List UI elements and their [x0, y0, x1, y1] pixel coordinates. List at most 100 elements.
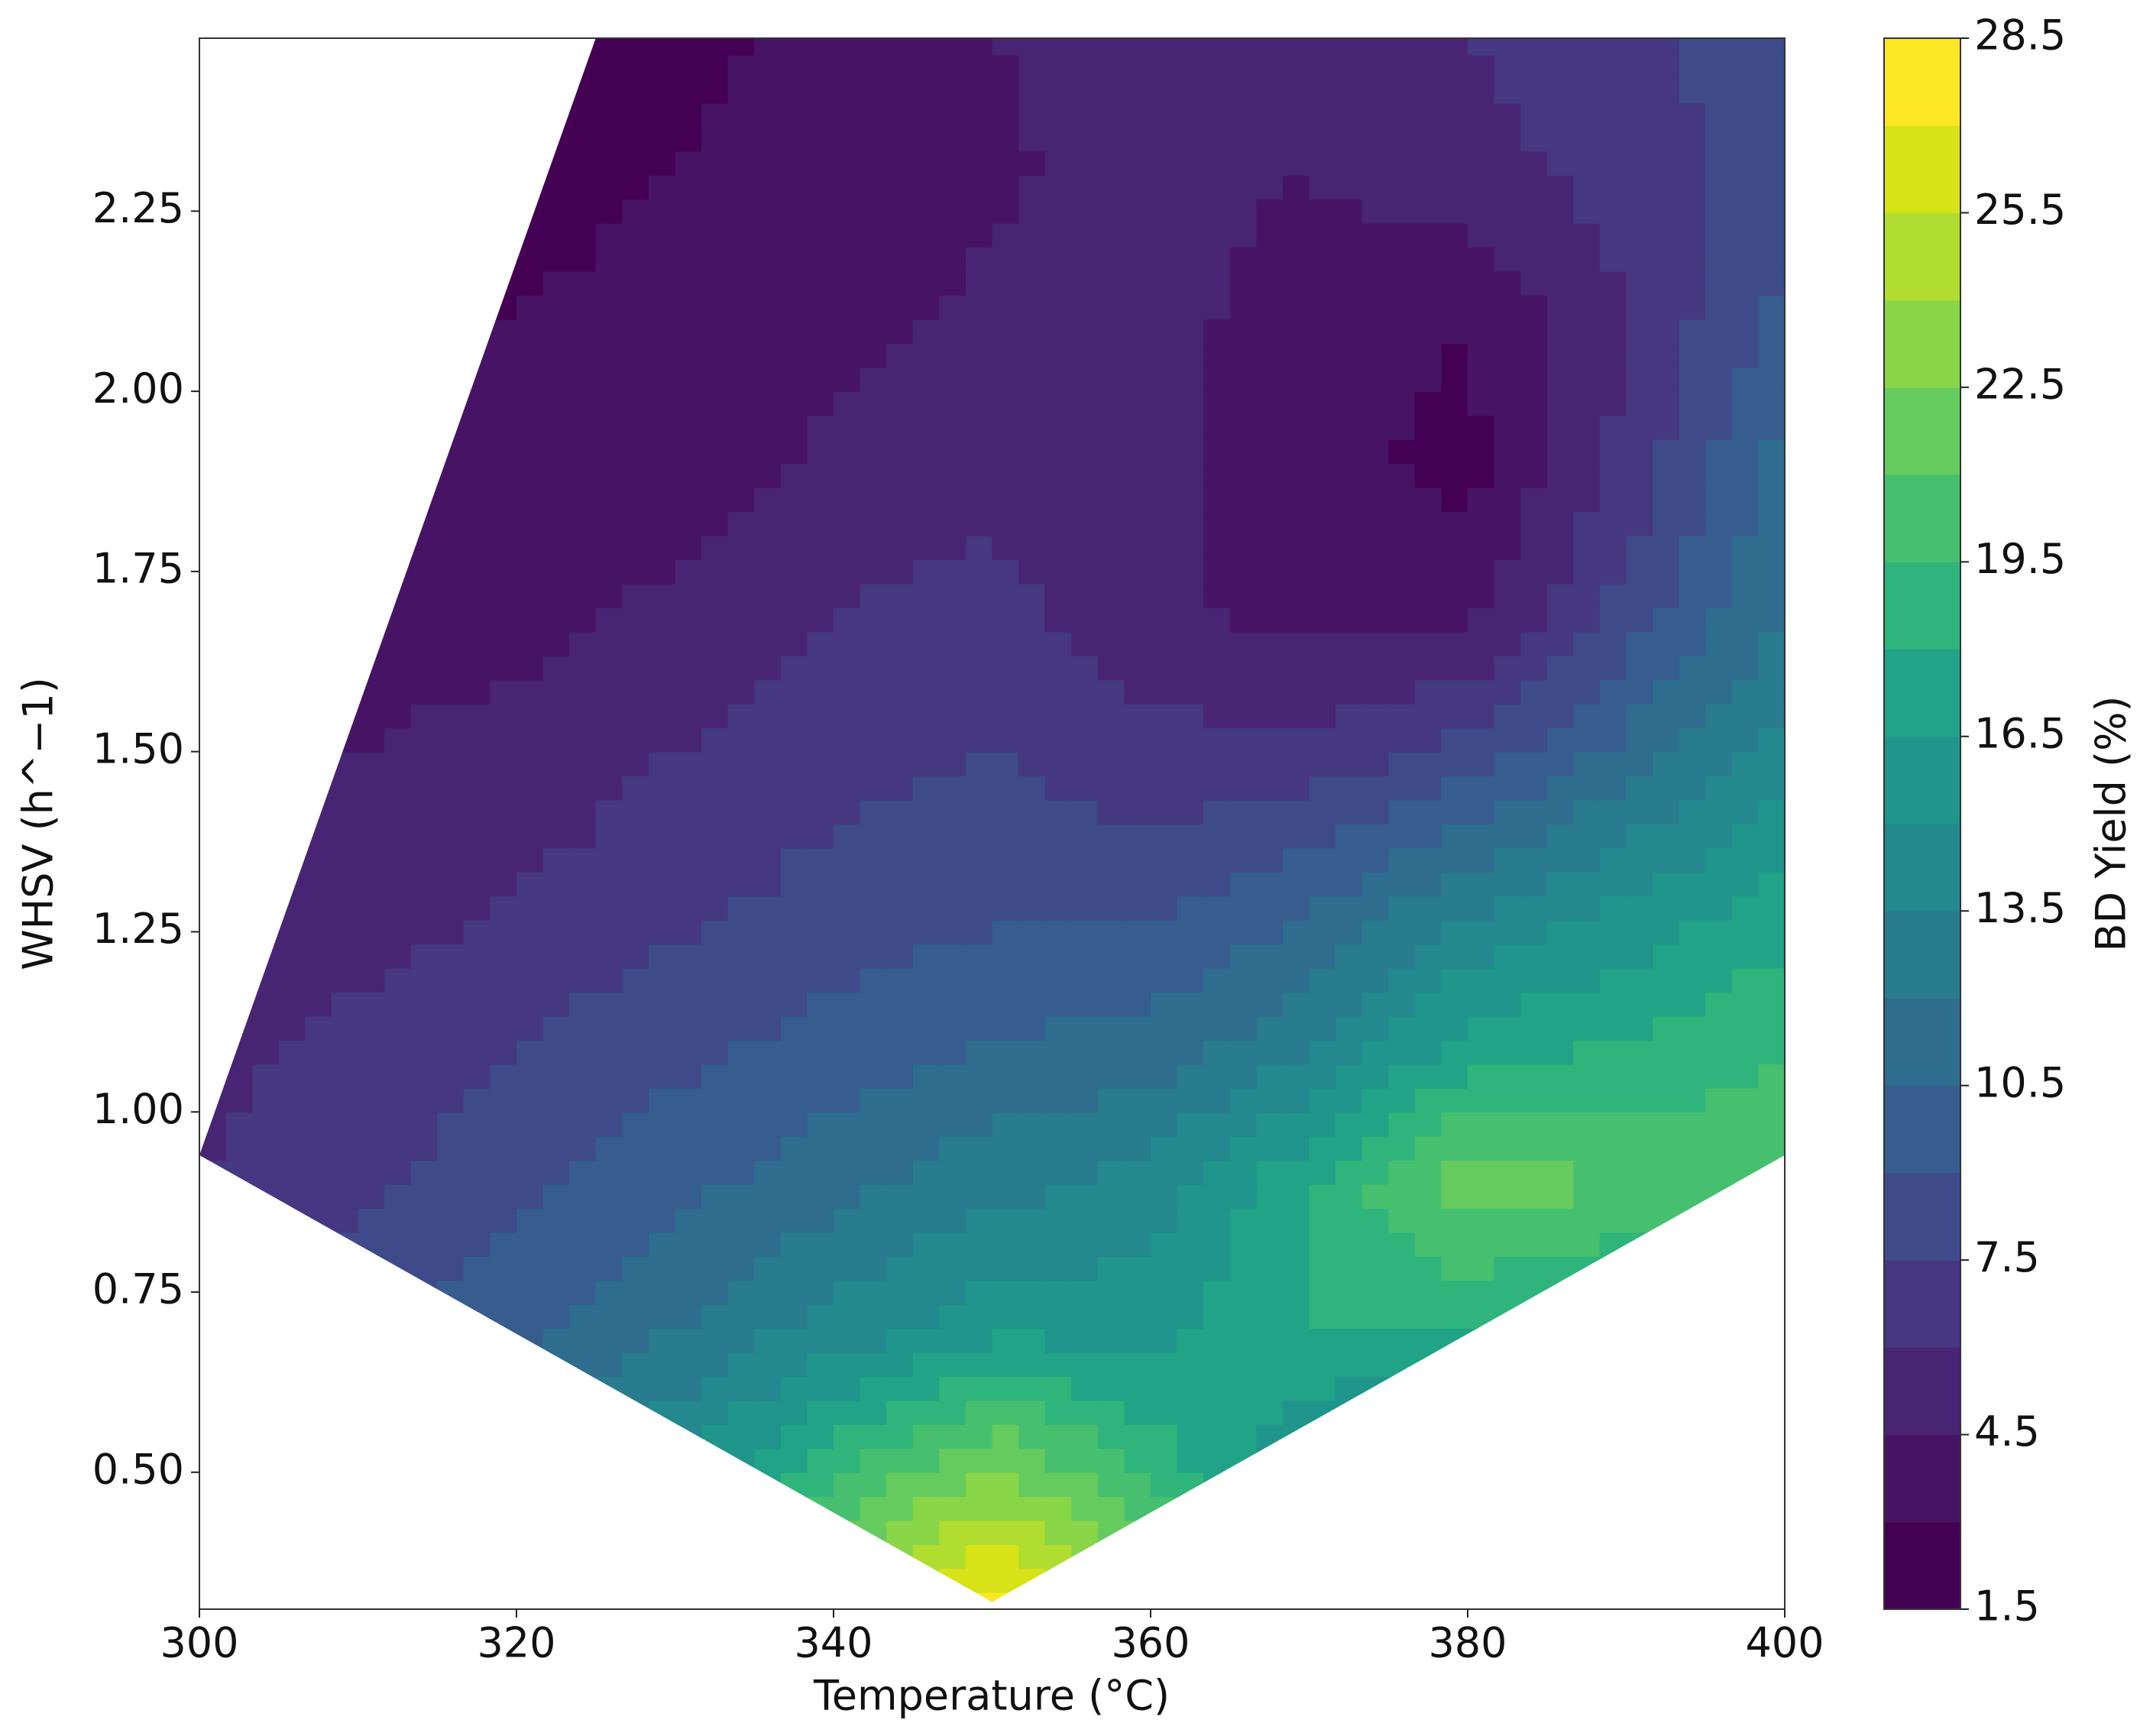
contour-cell	[199, 1232, 227, 1257]
contour-cell	[1705, 1376, 1733, 1401]
contour-cell	[542, 1568, 570, 1593]
contour-cell	[1177, 776, 1204, 801]
contour-cell	[1229, 967, 1258, 993]
contour-cell	[939, 1135, 966, 1161]
contour-cell	[1203, 127, 1231, 152]
contour-cell	[384, 1207, 412, 1233]
contour-cell	[595, 967, 623, 993]
contour-cell	[1071, 751, 1099, 776]
contour-cell	[1468, 1496, 1495, 1521]
contour-cell	[1573, 247, 1601, 272]
contour-cell	[595, 343, 623, 368]
contour-cell	[384, 967, 412, 993]
contour-cell	[1414, 944, 1442, 969]
contour-cell	[939, 896, 966, 921]
contour-cell	[807, 992, 834, 1017]
contour-cell	[1705, 919, 1733, 944]
contour-cell	[1203, 824, 1231, 849]
contour-cell	[807, 175, 834, 200]
contour-cell	[1044, 1087, 1073, 1113]
contour-cell	[410, 102, 439, 128]
contour-cell	[701, 559, 729, 585]
contour-cell	[939, 1328, 966, 1353]
contour-cell	[1071, 1472, 1099, 1498]
contour-cell	[648, 55, 676, 80]
contour-cell	[1494, 967, 1521, 993]
contour-cell	[358, 583, 385, 608]
contour-cell	[1177, 1328, 1204, 1353]
contour-cell	[410, 1087, 439, 1113]
contour-cell	[727, 1472, 756, 1498]
contour-cell	[1626, 1352, 1653, 1377]
contour-cell	[1388, 583, 1416, 608]
contour-cell	[807, 102, 834, 128]
contour-cell	[384, 1472, 412, 1498]
contour-cell	[1097, 1448, 1125, 1473]
contour-cell	[1388, 391, 1416, 416]
contour-cell	[1151, 55, 1178, 80]
contour-cell	[992, 583, 1019, 608]
contour-cell	[1546, 1352, 1575, 1377]
contour-cell	[1124, 463, 1151, 488]
contour-cell	[305, 992, 332, 1017]
contour-cell	[886, 1448, 914, 1473]
contour-cell	[622, 871, 649, 897]
contour-cell	[1282, 1255, 1310, 1281]
contour-cell	[727, 1520, 756, 1545]
contour-cell	[912, 463, 941, 488]
contour-cell	[331, 871, 359, 897]
contour-cell	[1679, 1472, 1707, 1498]
contour-cell	[1731, 1112, 1760, 1137]
contour-cell	[199, 487, 227, 513]
contour-cell	[1626, 1423, 1653, 1449]
contour-cell	[1679, 1520, 1707, 1545]
contour-cell	[965, 270, 993, 296]
contour-cell	[834, 799, 861, 824]
contour-cell	[384, 319, 412, 345]
contour-cell	[622, 1160, 649, 1185]
contour-cell	[1758, 319, 1785, 345]
contour-cell	[780, 967, 808, 993]
contour-cell	[1097, 535, 1125, 560]
contour-cell	[780, 919, 808, 944]
contour-cell	[1282, 1448, 1310, 1473]
contour-cell	[1520, 1328, 1548, 1353]
contour-cell	[754, 1472, 782, 1498]
contour-cell	[1653, 463, 1680, 488]
contour-cell	[780, 38, 808, 56]
contour-cell	[516, 511, 544, 536]
contour-cell	[358, 847, 385, 873]
contour-cell	[1414, 1255, 1442, 1281]
contour-cell	[1388, 1015, 1416, 1041]
contour-cell	[1653, 727, 1680, 753]
contour-cell	[675, 463, 702, 488]
contour-cell	[569, 127, 597, 152]
contour-cell	[622, 1352, 649, 1377]
contour-cell	[1731, 1304, 1760, 1329]
contour-cell	[780, 1400, 808, 1425]
contour-cell	[727, 871, 756, 897]
contour-cell	[622, 367, 649, 392]
contour-cell	[1441, 1207, 1468, 1233]
contour-cell	[1414, 871, 1442, 897]
contour-cell	[1309, 1207, 1336, 1233]
contour-cell	[1520, 919, 1548, 944]
contour-cell	[701, 223, 729, 248]
contour-cell	[1203, 199, 1231, 224]
contour-cell	[542, 175, 570, 200]
contour-cell	[1177, 1472, 1204, 1498]
contour-cell	[1282, 1160, 1310, 1185]
contour-cell	[1441, 1255, 1468, 1281]
contour-cell	[542, 847, 570, 873]
contour-cell	[410, 727, 439, 753]
contour-cell	[1573, 1184, 1601, 1209]
contour-cell	[358, 1184, 385, 1209]
contour-cell	[834, 1448, 861, 1473]
contour-cell	[1282, 487, 1310, 513]
contour-cell	[1018, 944, 1046, 969]
contour-cell	[1441, 727, 1468, 753]
contour-cell	[1626, 799, 1653, 824]
contour-cell	[965, 463, 993, 488]
contour-cell	[490, 367, 517, 392]
contour-cell	[199, 535, 227, 560]
